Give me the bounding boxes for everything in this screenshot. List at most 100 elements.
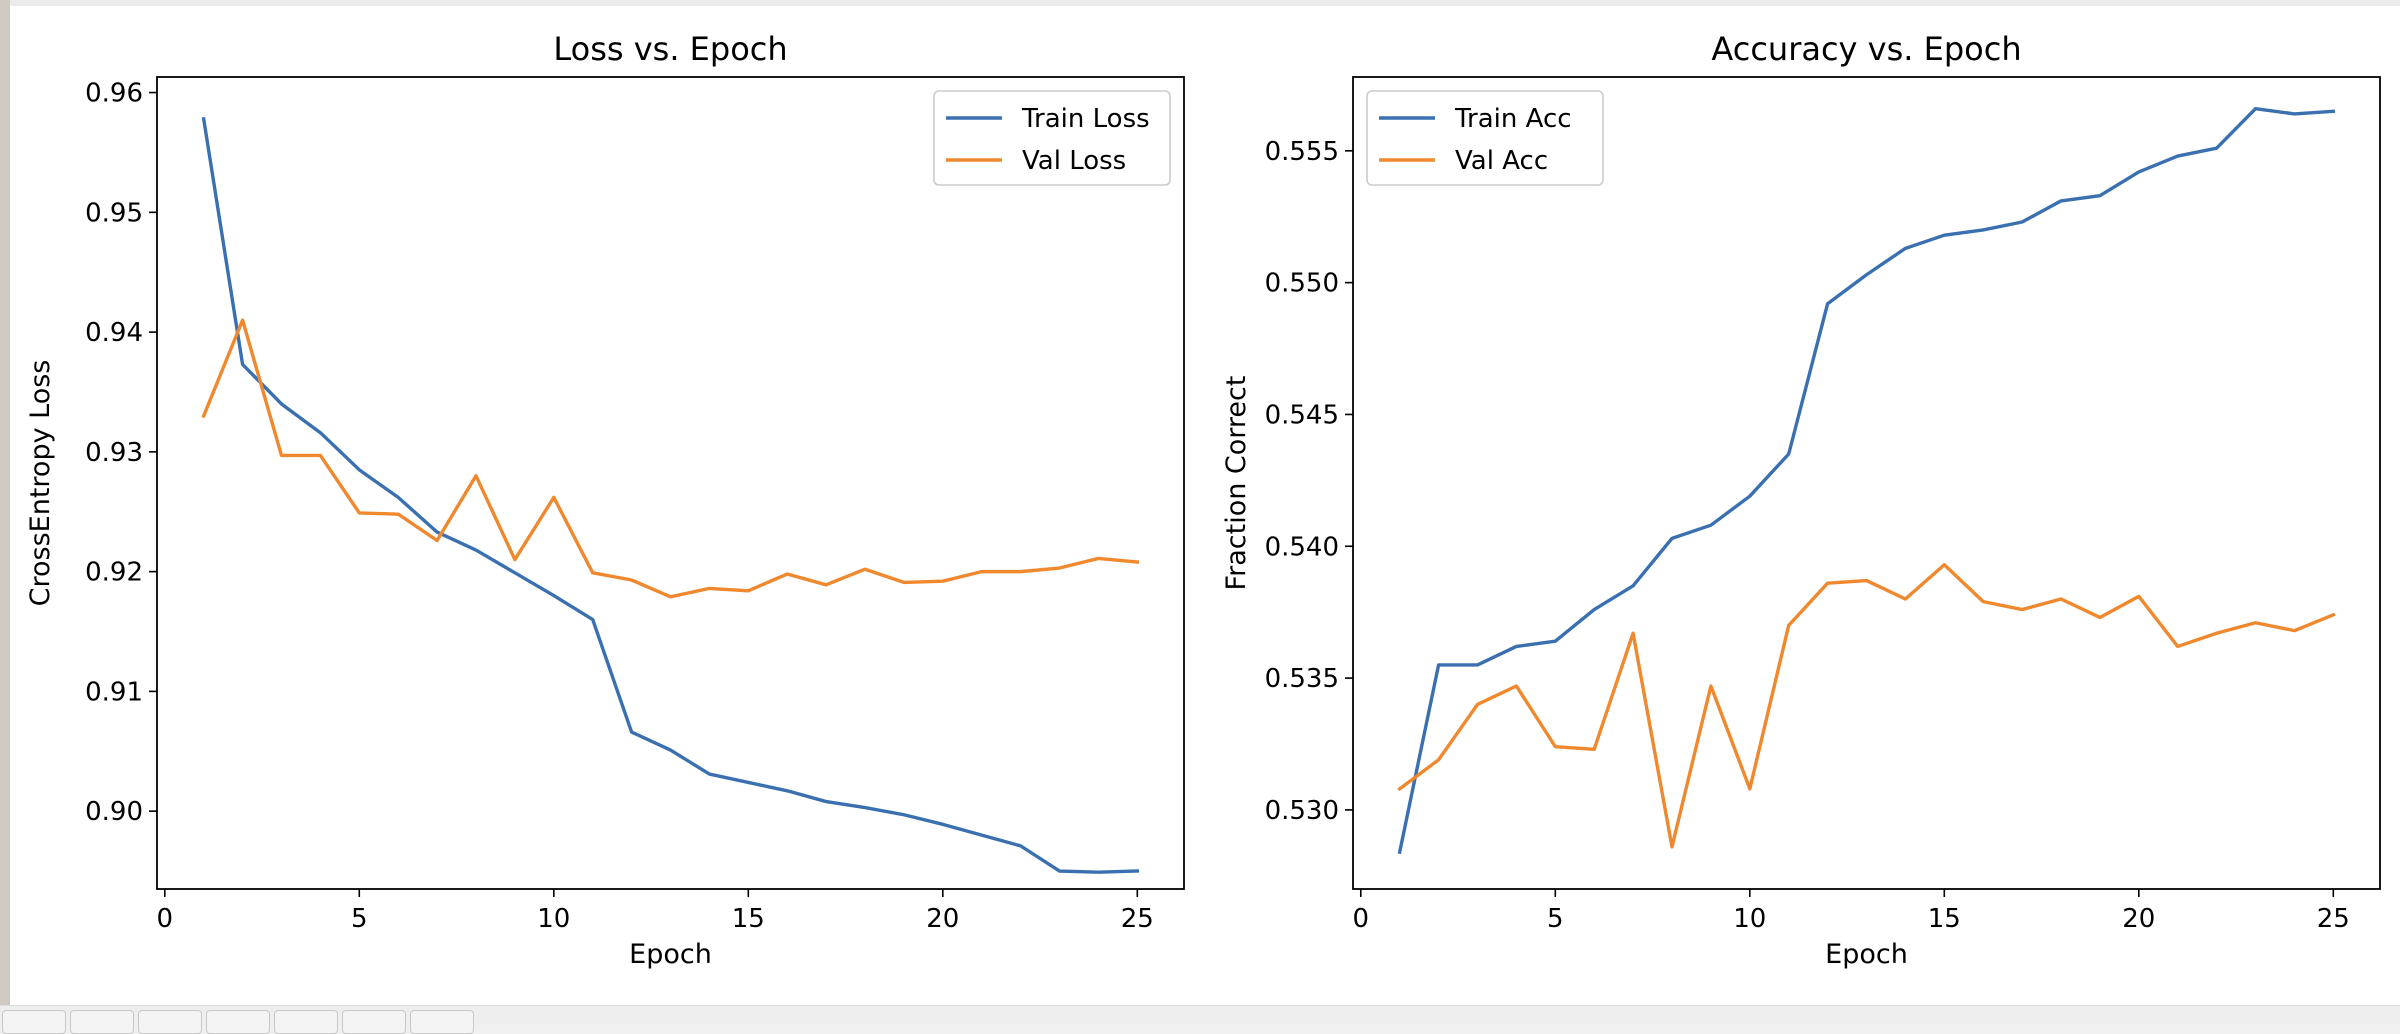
legend: Train Loss Val Loss [933, 90, 1171, 186]
data-point [2020, 608, 2024, 611]
x-axis-label: Epoch [629, 939, 712, 970]
configure-icon[interactable] [342, 1010, 406, 1034]
data-point [2098, 194, 2102, 197]
x-tick-label: 10 [537, 904, 570, 934]
legend-entry: Train Loss [1021, 104, 1150, 134]
zoom-icon[interactable] [274, 1010, 338, 1034]
data-point [786, 572, 789, 576]
data-point [1943, 233, 1946, 237]
data-point [941, 823, 945, 826]
data-point [1865, 273, 1868, 276]
data-point [474, 474, 478, 478]
data-point [2254, 107, 2257, 110]
data-point [2137, 170, 2141, 174]
data-point [2059, 597, 2063, 601]
data-point [1136, 869, 1139, 873]
data-point [2332, 110, 2335, 113]
data-point [202, 414, 205, 418]
data-point [2020, 220, 2024, 224]
data-point [1398, 787, 1401, 791]
y-tick-label: 0.92 [85, 558, 143, 588]
pan-icon[interactable] [206, 1010, 270, 1034]
y-tick-label: 0.94 [85, 318, 143, 348]
data-point [1437, 663, 1440, 667]
data-point [1136, 560, 1139, 564]
plot-toolbar [0, 1005, 2400, 1034]
data-point [435, 530, 439, 534]
data-point [863, 568, 867, 571]
data-point [1943, 563, 1946, 566]
data-point [241, 363, 244, 366]
data-point [2254, 621, 2257, 624]
figure-canvas: Loss vs. Epoch 0 5 10 15 20 25 0.90 0.91 0.92 0.93… [10, 6, 2400, 1005]
x-tick-label: 20 [2122, 904, 2155, 934]
home-icon[interactable] [2, 1010, 66, 1034]
data-point [474, 548, 478, 552]
x-tick-label: 0 [157, 904, 174, 934]
data-point [435, 539, 439, 542]
series-line-val-acc [1397, 563, 2336, 849]
data-point [202, 117, 205, 121]
data-point [2137, 595, 2141, 598]
data-point [2332, 613, 2335, 617]
y-tick-label: 0.545 [1265, 400, 1339, 430]
axes-frame [156, 76, 1185, 890]
data-point [2215, 146, 2218, 150]
data-point [1826, 302, 1829, 305]
loss-chart: Loss vs. Epoch 0 5 10 15 20 25 0.90 0.91 0.92 0.93… [25, 30, 1185, 970]
legend-entry: Val Loss [1022, 146, 1126, 176]
data-point [358, 468, 361, 472]
data-point [241, 318, 244, 322]
data-point [1554, 745, 1557, 748]
x-tick-label: 10 [1733, 904, 1766, 934]
y-tick-label: 0.96 [85, 79, 143, 109]
data-point [2176, 154, 2179, 158]
series-line-train-loss [201, 116, 1140, 874]
data-point [1904, 597, 1907, 601]
y-tick-label: 0.535 [1265, 664, 1339, 694]
data-point [824, 583, 828, 586]
axes-frame [1352, 76, 2381, 890]
data-point [396, 496, 400, 499]
data-point [2215, 632, 2218, 635]
data-point [1476, 703, 1479, 706]
data-point [941, 580, 945, 583]
forward-arrow-icon[interactable] [138, 1010, 202, 1034]
data-point [1019, 844, 1022, 848]
data-point [902, 581, 906, 584]
x-tick-label: 25 [1121, 904, 1154, 934]
window-left-edge [0, 0, 10, 1024]
data-point [319, 454, 322, 457]
figure-svg: Loss vs. Epoch 0 5 10 15 20 25 0.90 0.91 0.92 0.93… [25, 30, 2381, 970]
data-point [708, 587, 711, 590]
data-point [1476, 663, 1479, 667]
data-point [1982, 228, 1985, 232]
data-point [630, 578, 633, 582]
data-point [1592, 608, 1596, 611]
y-tick-label: 0.90 [85, 797, 143, 827]
y-tick-label: 0.530 [1265, 796, 1339, 826]
data-point [1631, 584, 1635, 588]
data-point [2293, 112, 2296, 116]
back-arrow-icon[interactable] [70, 1010, 134, 1034]
data-point [1515, 645, 1518, 648]
data-point [1398, 850, 1401, 854]
data-point [2176, 645, 2179, 648]
legend-entry: Train Acc [1454, 104, 1572, 134]
data-point [1787, 452, 1790, 456]
data-point [1670, 845, 1674, 849]
save-icon[interactable] [410, 1010, 474, 1034]
data-point [513, 571, 517, 575]
x-tick-label: 15 [1928, 904, 1961, 934]
series-line-train-acc [1397, 106, 2336, 855]
data-point [358, 511, 361, 515]
window-top-edge [0, 0, 2400, 6]
data-point [1097, 557, 1100, 560]
chart-title: Accuracy vs. Epoch [1711, 30, 2021, 68]
data-point [1515, 684, 1518, 688]
chart-title: Loss vs. Epoch [553, 30, 787, 68]
data-point [1437, 758, 1440, 762]
data-point [1554, 639, 1557, 643]
y-tick-label: 0.93 [85, 438, 143, 468]
data-point [1058, 566, 1061, 570]
